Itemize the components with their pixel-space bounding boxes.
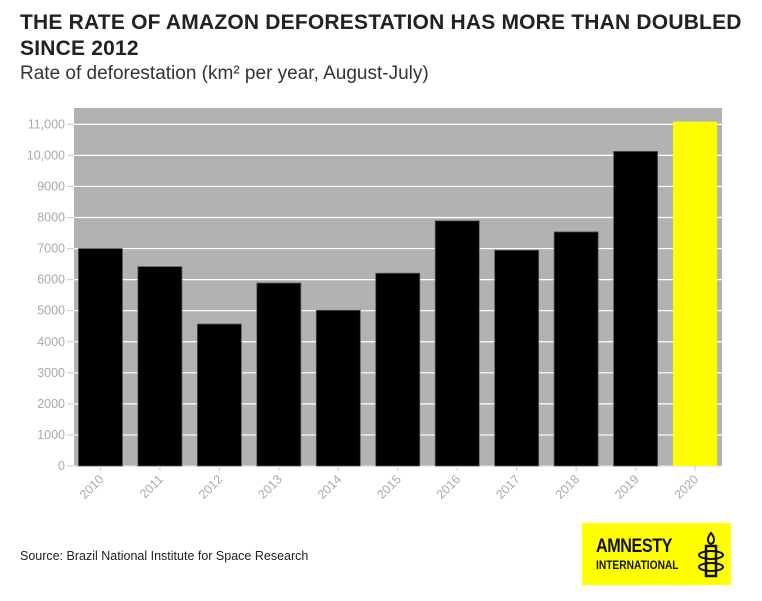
x-tick-label: 2010 [77,472,107,502]
bar-2012 [196,323,242,467]
x-tick-label: 2017 [493,472,523,502]
y-tick-label: 8000 [37,211,65,225]
x-tick-label: 2012 [196,472,226,502]
x-tick-label: 2014 [315,472,345,502]
amnesty-logo: AMNESTY INTERNATIONAL [582,523,731,585]
y-tick-label: 6000 [37,273,65,287]
y-tick-label: 1000 [37,428,65,442]
y-tick-label: 2000 [37,397,65,411]
x-tick-label: 2020 [672,472,702,502]
y-tick-label: 4000 [37,335,65,349]
y-tick-label: 0 [58,459,65,473]
y-tick-label: 3000 [37,366,65,380]
chart-title: THE RATE OF AMAZON DEFORESTATION HAS MOR… [20,11,742,60]
bar-2015 [375,272,421,467]
bar-2013 [256,282,302,467]
bar-2011 [137,266,183,467]
x-tick-label: 2016 [434,472,464,502]
bar-2017 [494,249,540,467]
logo-line1: AMNESTY [596,536,672,557]
x-tick-label: 2011 [137,472,166,501]
logo-line2: INTERNATIONAL [596,558,679,572]
y-tick-label: 9000 [37,179,65,193]
x-tick-label: 2013 [255,472,285,502]
bar-2020 [673,121,718,466]
x-tick-label: 2015 [374,472,404,502]
bar-2019 [613,150,658,467]
bar-2010 [78,248,123,467]
y-tick-label: 7000 [37,242,65,256]
candle-barbed-wire-icon [698,531,724,578]
source-note: Source: Brazil National Institute for Sp… [20,549,309,563]
y-tick-label: 11,000 [28,117,65,131]
x-tick-label: 2019 [612,472,642,502]
x-tick-label: 2018 [553,472,583,502]
bar-2016 [434,220,480,467]
chart-subtitle: Rate of deforestation (km² per year, Aug… [20,63,429,84]
bar-2018 [553,231,599,467]
y-tick-label: 10,000 [27,148,65,162]
bar-2014 [315,309,361,467]
y-tick-label: 5000 [37,304,65,318]
